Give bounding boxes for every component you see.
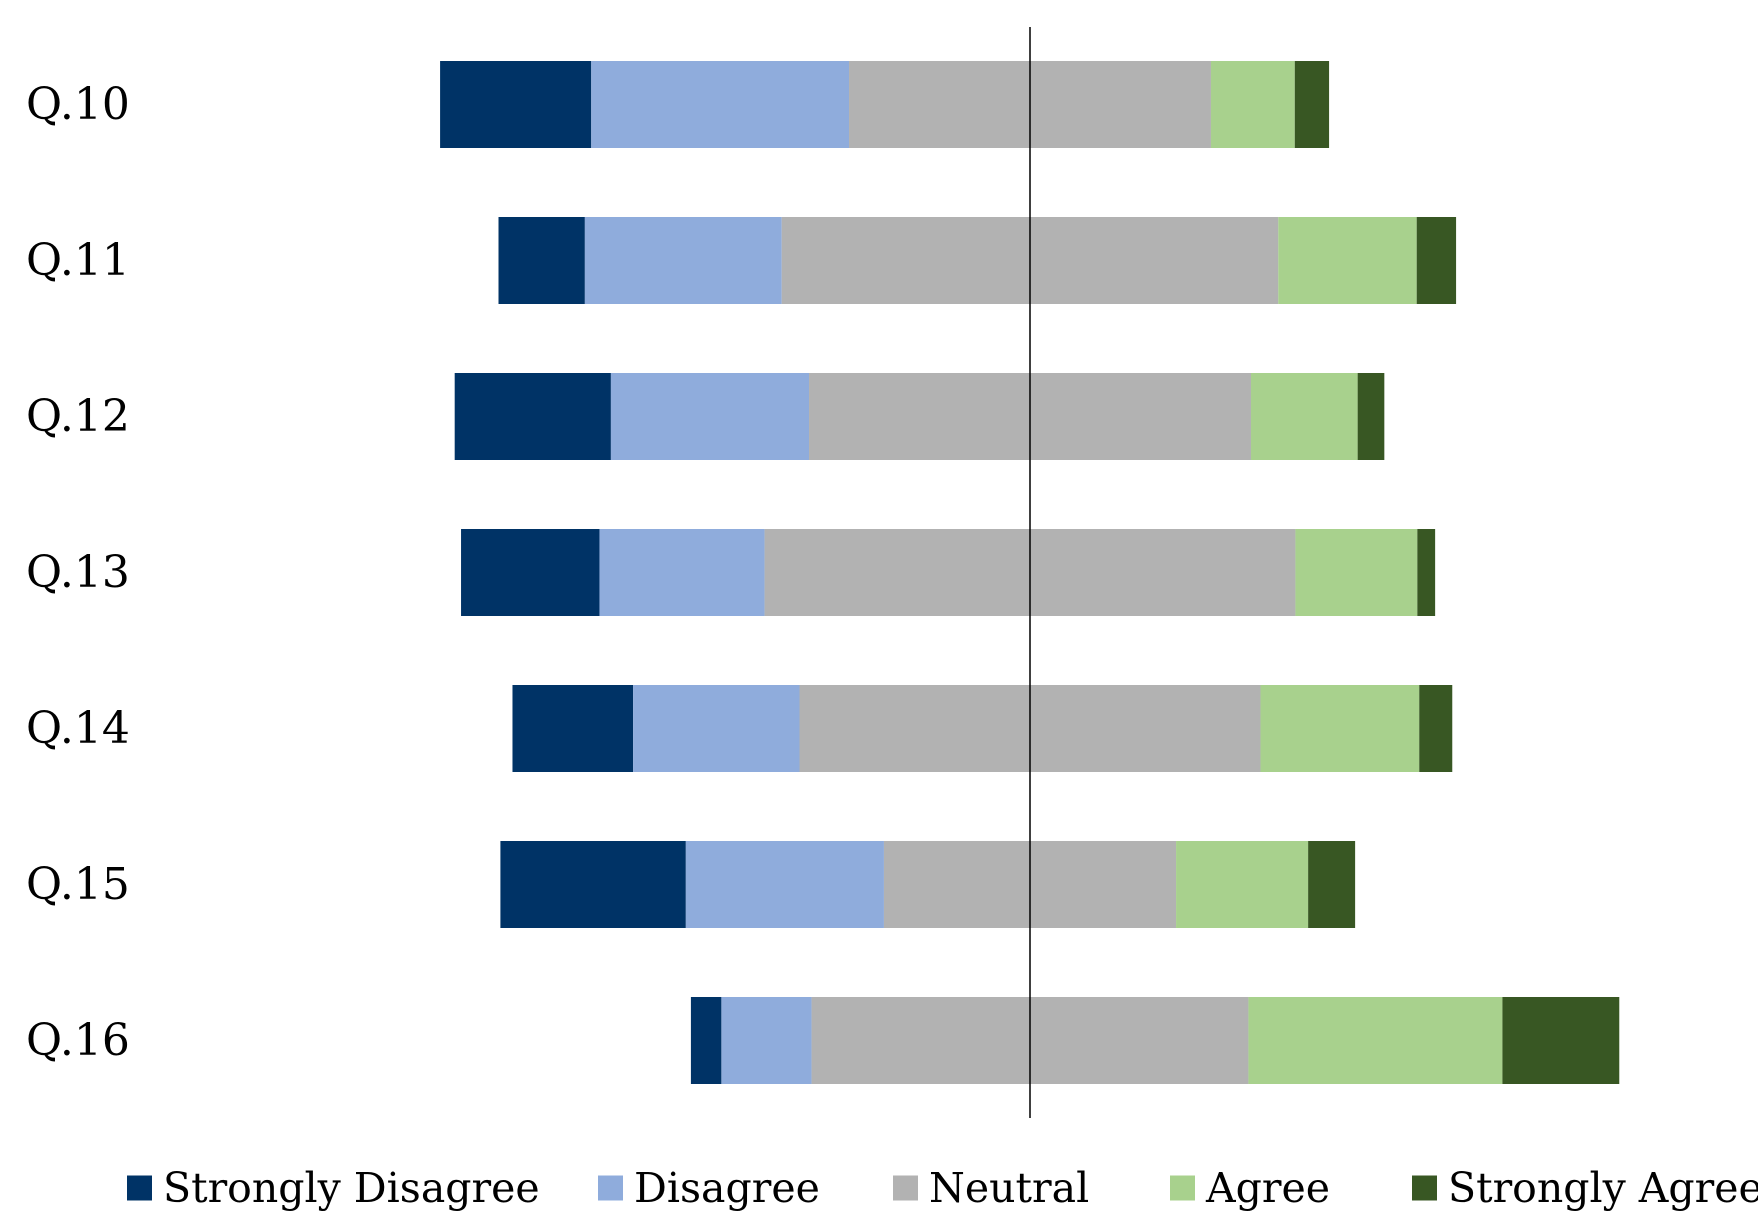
bar-q-10-disagree — [591, 61, 850, 148]
legend-label-neutral: Neutral — [929, 1164, 1089, 1212]
category-label-q-13: Q.13 — [26, 547, 130, 598]
bar-q-10-agree — [1210, 61, 1295, 148]
category-label-q-12: Q.12 — [26, 391, 130, 442]
bar-q-16-agree — [1248, 997, 1503, 1084]
bar-q-11-agree — [1278, 217, 1417, 304]
legend-swatch-disagree — [598, 1175, 623, 1201]
legend-swatch-strongly-disagree — [127, 1175, 152, 1201]
bar-q-14-disagree — [633, 685, 800, 772]
legend-label-strongly-agree: Strongly Agree — [1448, 1164, 1758, 1212]
bar-q-13-disagree — [599, 529, 765, 616]
bar-q-13-agree — [1295, 529, 1418, 616]
bar-q-15-strongly-disagree — [500, 841, 686, 928]
bar-q-14-agree — [1260, 685, 1420, 772]
legend-swatch-agree — [1170, 1175, 1195, 1201]
bar-q-12-agree — [1250, 373, 1358, 460]
legend-swatch-strongly-agree — [1412, 1175, 1437, 1201]
bar-q-13-strongly-disagree — [461, 529, 600, 616]
category-label-q-15: Q.15 — [26, 859, 130, 910]
bar-q-14-strongly-agree — [1419, 685, 1453, 772]
bar-q-12-strongly-agree — [1357, 373, 1385, 460]
category-label-q-14: Q.14 — [26, 703, 130, 754]
bar-q-15-agree — [1176, 841, 1309, 928]
bar-q-11-strongly-disagree — [498, 217, 585, 304]
legend-label-strongly-disagree: Strongly Disagree — [163, 1164, 540, 1212]
category-label-q-10: Q.10 — [26, 79, 130, 130]
bar-q-10-strongly-disagree — [440, 61, 592, 148]
bar-q-12-strongly-disagree — [454, 373, 611, 460]
bar-q-16-disagree — [721, 997, 812, 1084]
bar-q-11-strongly-agree — [1416, 217, 1457, 304]
bar-q-12-disagree — [610, 373, 810, 460]
category-label-q-11: Q.11 — [26, 235, 130, 286]
bar-q-10-strongly-agree — [1294, 61, 1330, 148]
bar-q-13-strongly-agree — [1417, 529, 1436, 616]
legend-swatch-neutral — [893, 1175, 918, 1201]
category-label-q-16: Q.16 — [26, 1015, 130, 1066]
bar-q-15-strongly-agree — [1308, 841, 1356, 928]
bar-q-14-strongly-disagree — [512, 685, 634, 772]
category-labels: Q.10 Q.11 Q.12 Q.13 Q.14 Q.15 Q.16 — [26, 79, 130, 1066]
legend: Strongly Disagree Disagree Neutral Agree Str… — [127, 1164, 1758, 1212]
bar-q-16-strongly-disagree — [690, 997, 722, 1084]
bar-q-16-strongly-agree — [1502, 997, 1620, 1084]
legend-label-disagree: Disagree — [634, 1164, 820, 1212]
bar-q-15-disagree — [685, 841, 884, 928]
bar-q-11-disagree — [584, 217, 782, 304]
legend-label-agree: Agree — [1205, 1164, 1330, 1212]
